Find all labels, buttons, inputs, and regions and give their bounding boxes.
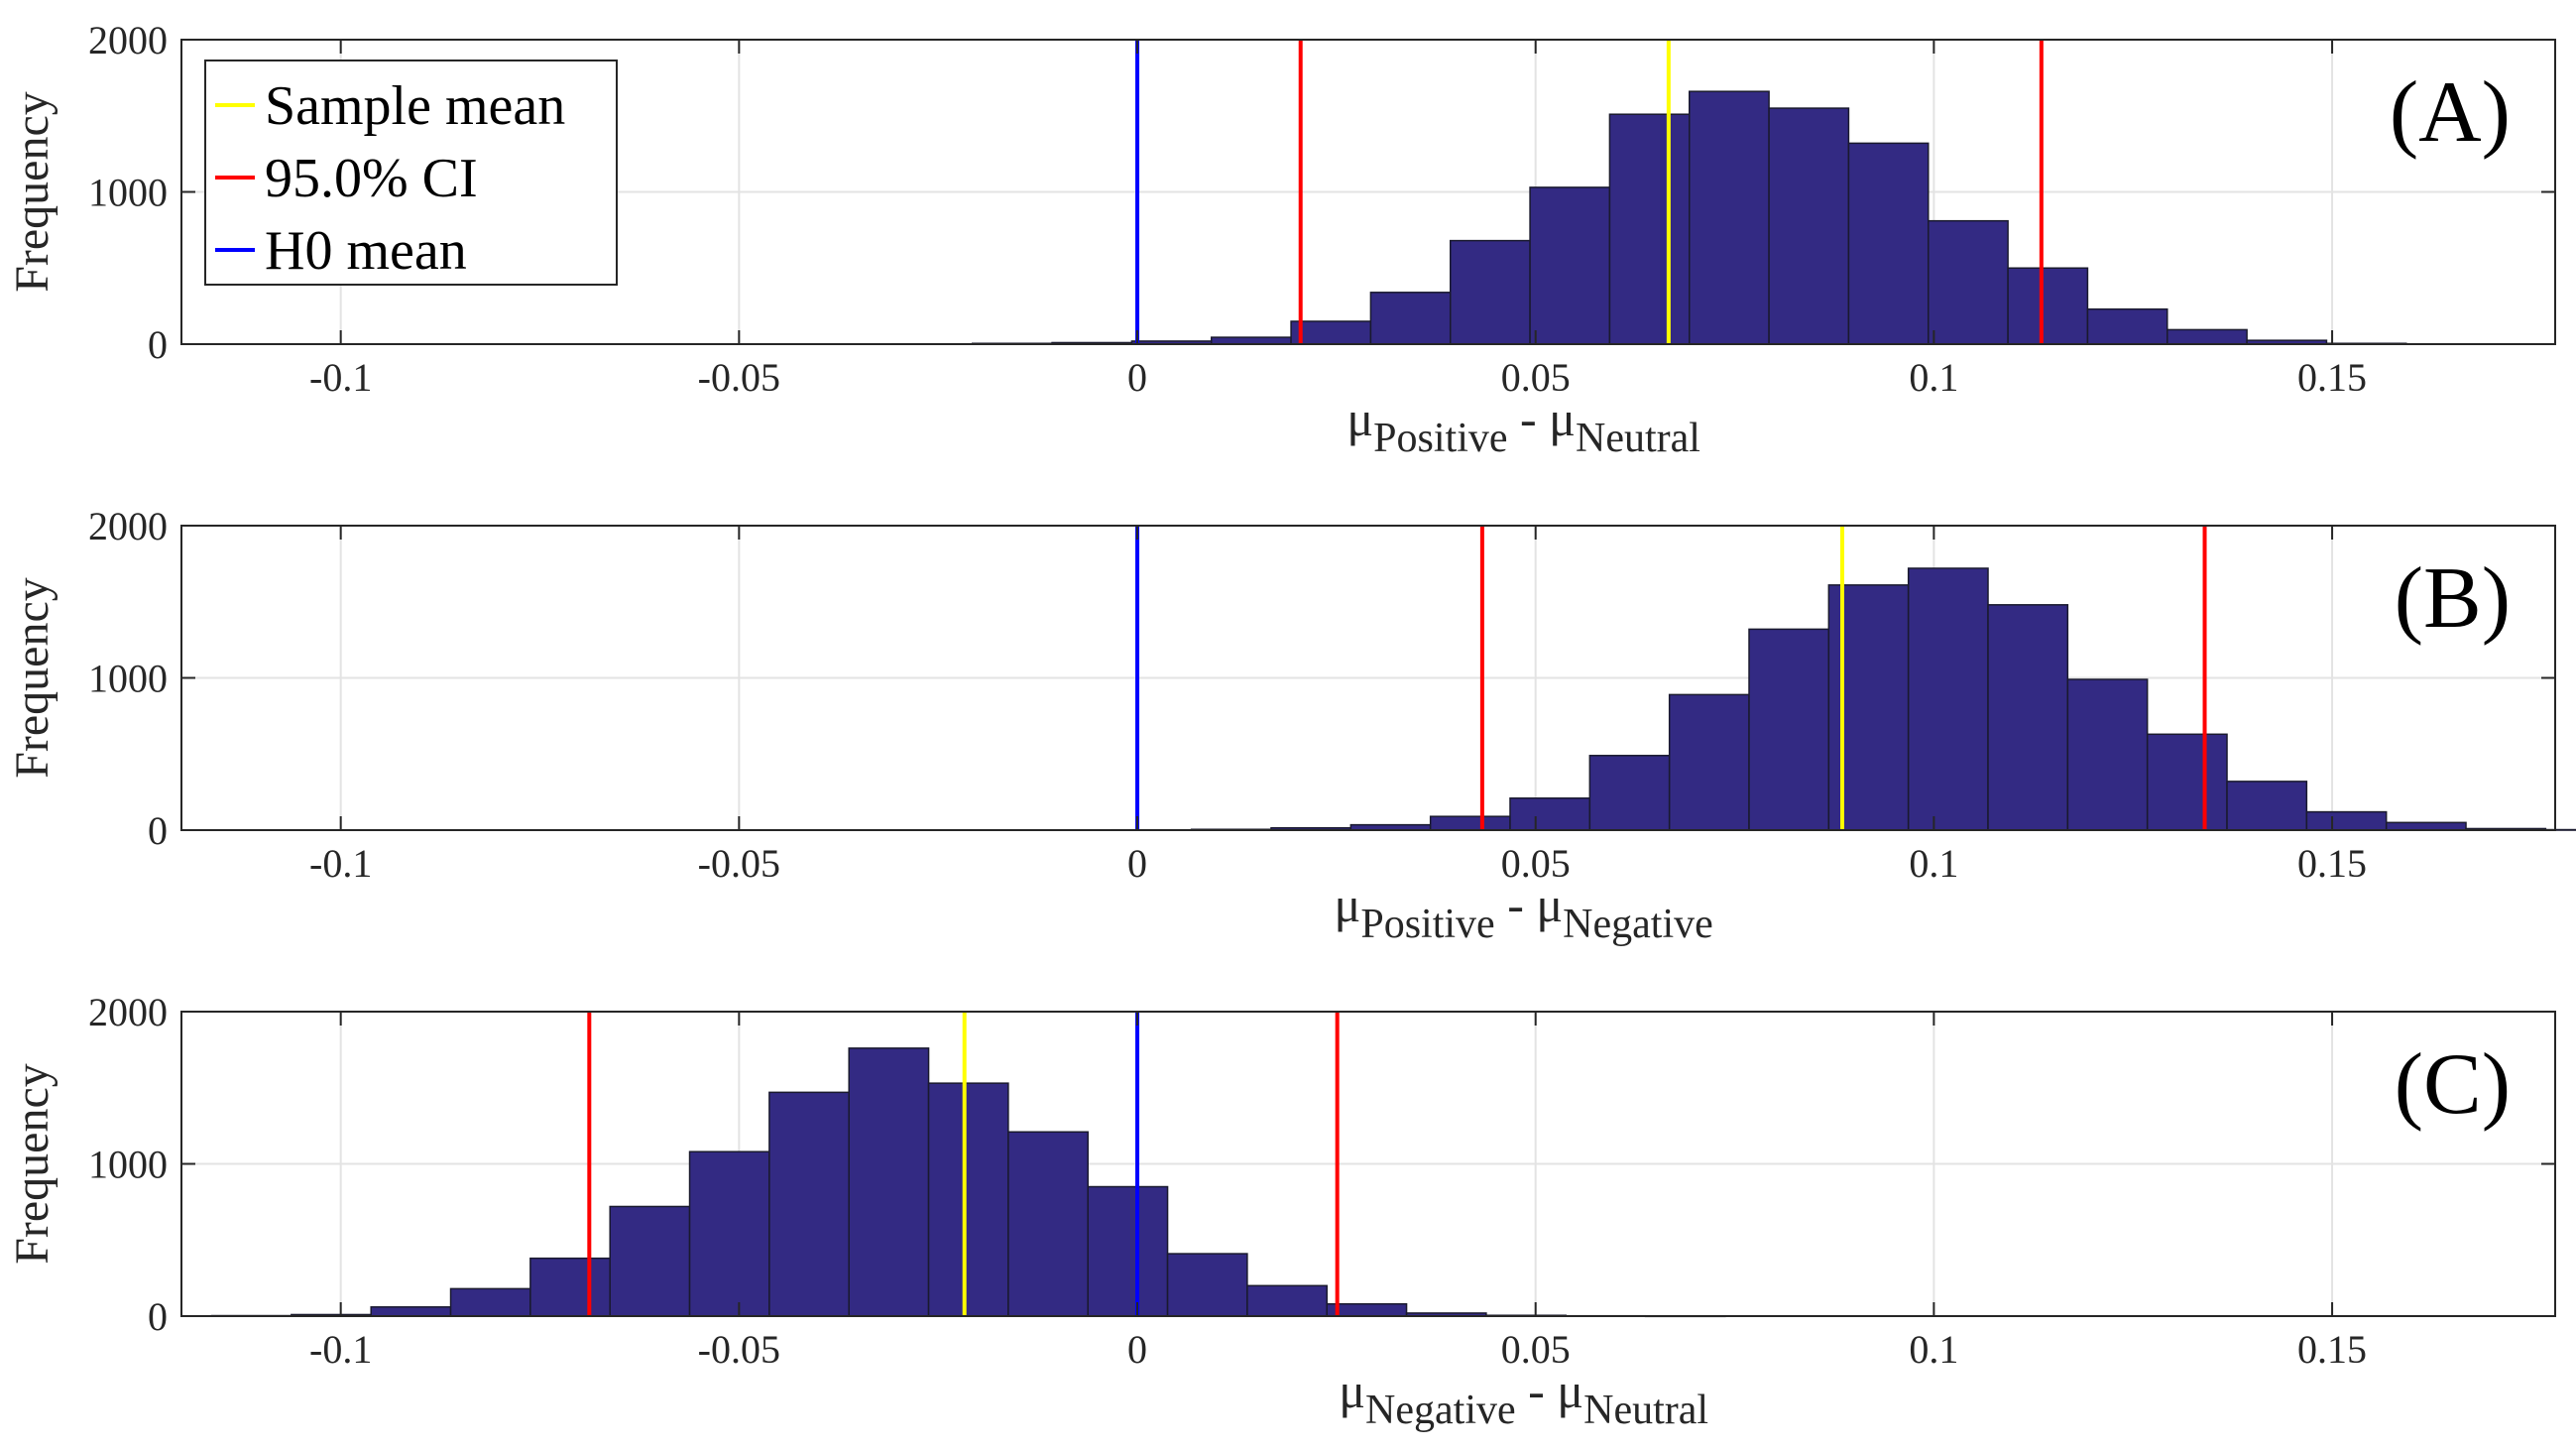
histogram-bar — [1668, 693, 1750, 831]
x-axis-label-part: μ — [1347, 391, 1373, 446]
x-axis-label-part: - — [1495, 877, 1537, 932]
histogram-bar — [2305, 810, 2388, 831]
y-tick-label: 0 — [148, 1294, 168, 1339]
x-tick-label: -0.1 — [309, 841, 372, 886]
histogram-bar — [927, 1082, 1009, 1317]
x-axis-label: μPositive - μNegative — [1335, 877, 1713, 947]
x-axis-label-part: Negative — [1365, 1388, 1516, 1433]
legend: Sample mean 95.0% CI H0 mean — [204, 60, 618, 286]
y-tick-label: 2000 — [88, 18, 168, 62]
y-axis-label: Frequency — [6, 1063, 59, 1265]
histogram-bar — [2385, 821, 2467, 831]
x-axis-label-part: μ — [1549, 391, 1576, 446]
histogram-bar — [1608, 113, 1691, 345]
x-axis-label: μPositive - μNeutral — [1347, 391, 1700, 461]
y-axis-label: Frequency — [6, 577, 59, 779]
x-axis-label: μNegative - μNeutral — [1339, 1363, 1708, 1433]
y-tick-label: 0 — [148, 322, 168, 367]
x-axis-label-part: μ — [1339, 1363, 1365, 1418]
histogram-bar — [2066, 678, 2149, 831]
histogram-bar — [688, 1150, 770, 1317]
x-tick-label: -0.1 — [309, 1327, 372, 1372]
histogram-bar — [848, 1047, 930, 1317]
x-tick-label: -0.1 — [309, 355, 372, 400]
histogram-bar — [449, 1287, 531, 1317]
x-tick-label: 0.05 — [1501, 1327, 1571, 1372]
histogram-bar — [2146, 733, 2228, 831]
x-axis-label-part: μ — [1335, 877, 1361, 932]
histogram-bar — [2166, 328, 2248, 345]
histogram-bar — [1847, 142, 1930, 345]
histogram-bar — [1987, 604, 2069, 831]
histogram-bar — [1928, 219, 2009, 345]
histogram-bar — [1166, 1253, 1248, 1317]
x-axis-label-part: μ — [1536, 877, 1563, 932]
histogram-bar — [1768, 107, 1850, 345]
histogram-bar — [1290, 320, 1372, 345]
histogram-bar — [1509, 797, 1591, 831]
y-tick-label: 1000 — [88, 171, 168, 215]
x-axis-label-part: Neutral — [1583, 1388, 1708, 1433]
histogram-bar — [2226, 781, 2308, 831]
histogram-bar — [1369, 292, 1452, 345]
histogram-bar — [1748, 628, 1830, 831]
x-axis-label-part: Negative — [1563, 902, 1713, 947]
x-tick-label: 0 — [1127, 355, 1147, 400]
histogram-bar — [1907, 567, 1989, 831]
histogram-bar — [1007, 1131, 1089, 1317]
y-tick-label: 1000 — [88, 657, 168, 701]
x-tick-label: 0.15 — [2297, 1327, 2367, 1372]
x-axis-label-part: - — [1516, 1363, 1558, 1418]
legend-label: H0 mean — [265, 220, 467, 282]
legend-label: Sample mean — [265, 75, 565, 137]
histogram-bar — [529, 1257, 611, 1317]
y-tick-label: 1000 — [88, 1143, 168, 1187]
histogram-bar — [2086, 307, 2168, 345]
histogram-bar — [1588, 755, 1671, 831]
histogram-bar — [1429, 815, 1511, 831]
x-tick-label: -0.05 — [698, 1327, 780, 1372]
histogram-bar — [1529, 186, 1611, 345]
panel-label: (C) — [2395, 1036, 2511, 1133]
chart-panel-2: -0.1 -0.05 0 0.05 0.1 0.15 0 1000 2000 Frequency μ… — [6, 504, 2576, 947]
histogram-bar — [1246, 1284, 1328, 1317]
x-tick-label: 0 — [1127, 1327, 1147, 1372]
histogram-bar — [2007, 267, 2089, 345]
histogram-bar — [1210, 336, 1292, 345]
y-axis-label: Frequency — [6, 91, 59, 293]
histogram-bar — [768, 1091, 850, 1317]
x-axis-label-part: μ — [1557, 1363, 1583, 1418]
panels-container: -0.1 -0.05 0 0.05 0.1 0.15010002000Frequencyμ… — [6, 18, 2576, 1433]
x-axis-label-part: Positive — [1373, 416, 1507, 461]
panel-label: (B) — [2395, 550, 2511, 647]
chart-panel-3: -0.1 -0.05 0 0.05 0.1 0.15 0 1000 2000 Frequency μ… — [6, 990, 2556, 1433]
chart-panel-1: -0.1 -0.05 0 0.05 0.1 0.15 0 1000 2000 Frequency μ… — [6, 18, 2556, 461]
x-tick-label: -0.05 — [698, 355, 780, 400]
histogram-bar — [1689, 90, 1770, 345]
x-tick-label: 0 — [1127, 841, 1147, 886]
y-tick-label: 0 — [148, 808, 168, 853]
legend-box — [204, 60, 618, 286]
y-tick-label: 2000 — [88, 990, 168, 1034]
x-axis-label-part: Neutral — [1576, 416, 1700, 461]
x-tick-label: 0.1 — [1909, 841, 1958, 886]
histogram-bar — [609, 1205, 691, 1317]
x-axis-label-part: Positive — [1360, 902, 1494, 947]
y-tick-label: 2000 — [88, 504, 168, 548]
histogram-bar — [370, 1306, 452, 1317]
histogram-bar — [1087, 1185, 1169, 1317]
x-tick-label: 0.15 — [2297, 841, 2367, 886]
x-tick-label: 0.1 — [1909, 355, 1958, 400]
x-tick-label: 0.1 — [1909, 1327, 1958, 1372]
x-tick-label: 0.05 — [1501, 355, 1571, 400]
x-tick-label: -0.05 — [698, 841, 780, 886]
x-axis-label-part: - — [1508, 391, 1550, 446]
x-tick-label: 0.05 — [1501, 841, 1571, 886]
histogram-bar — [1449, 239, 1531, 345]
panel-label: (A) — [2390, 64, 2511, 161]
legend-label: 95.0% CI — [265, 148, 478, 209]
x-tick-label: 0.15 — [2297, 355, 2367, 400]
